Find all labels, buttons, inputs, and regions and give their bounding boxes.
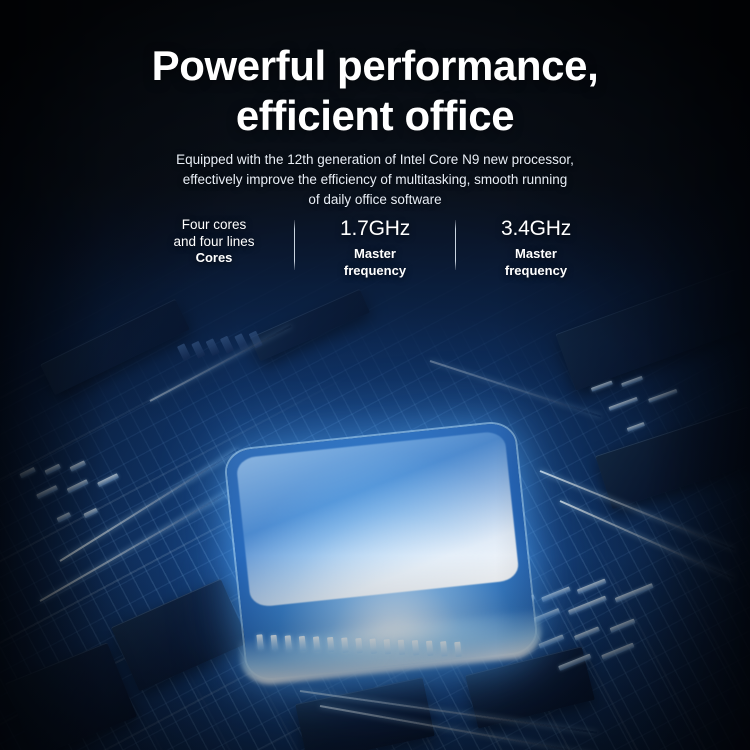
headline-line-2: efficient office	[235, 92, 515, 139]
spec-cores-label: Cores	[195, 250, 233, 265]
spec-base-frequency-label: Master frequency	[310, 245, 440, 279]
headline-line-1: Powerful performance,	[151, 42, 599, 89]
subtitle-line-3: of daily office software	[308, 192, 442, 207]
spec-turbo-frequency-label: Master frequency	[471, 245, 601, 279]
spec-base-frequency-label-line-2: frequency	[343, 263, 407, 278]
spec-cores: Four cores and four lines Cores	[149, 216, 279, 279]
subtitle-line-1: Equipped with the 12th generation of Int…	[176, 152, 574, 167]
headline: Powerful performance, efficient office	[0, 41, 750, 141]
spec-row: Four cores and four lines Cores 1.7GHz M…	[0, 216, 750, 279]
spec-turbo-frequency-label-line-2: frequency	[504, 263, 568, 278]
spec-cores-line-1: Four cores	[181, 217, 247, 232]
spec-base-frequency-value: 1.7GHz	[340, 217, 410, 240]
spec-divider-2	[455, 220, 456, 270]
spec-divider-1	[294, 220, 295, 270]
spec-cores-line-2: and four lines	[173, 234, 255, 249]
spec-turbo-frequency-value: 3.4GHz	[501, 217, 571, 240]
spec-base-frequency: 1.7GHz Master frequency	[310, 216, 440, 279]
subtitle-line-2: effectively improve the efficiency of mu…	[182, 172, 568, 187]
spec-turbo-frequency: 3.4GHz Master frequency	[471, 216, 601, 279]
subtitle: Equipped with the 12th generation of Int…	[0, 150, 750, 210]
spec-turbo-frequency-label-line-1: Master	[515, 246, 557, 261]
spec-base-frequency-label-line-1: Master	[354, 246, 396, 261]
